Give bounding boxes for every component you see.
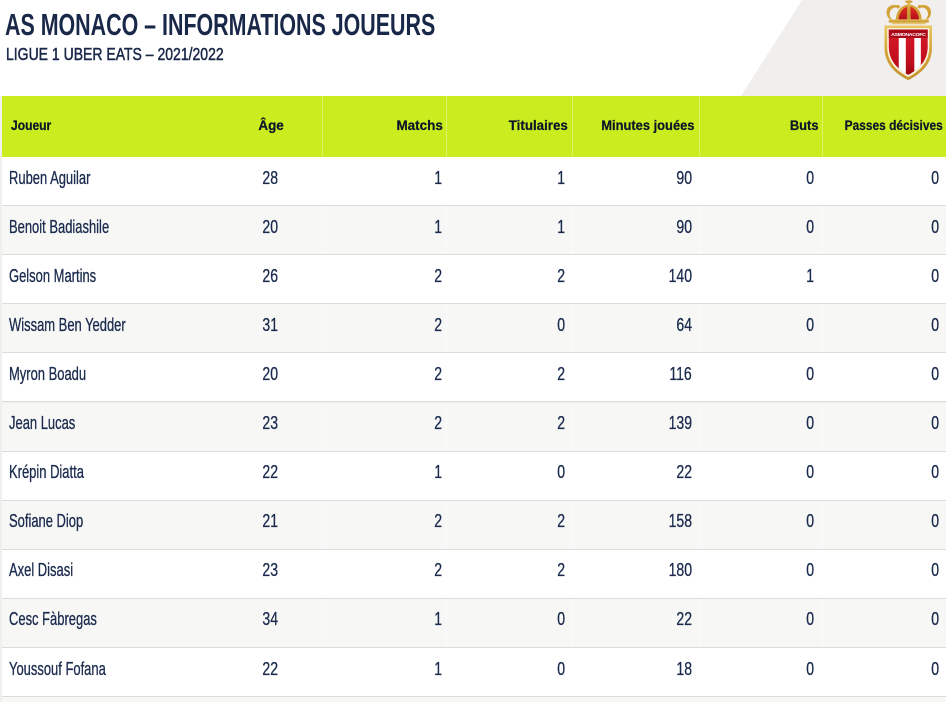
svg-text:ASMONACOFC: ASMONACOFC xyxy=(891,32,926,38)
